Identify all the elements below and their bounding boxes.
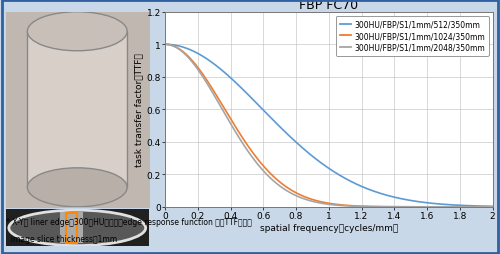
Ellipse shape <box>28 13 127 52</box>
300HU/FBP/S1/1mm/2048/350mm <box>306 199 312 202</box>
Line: 300HU/FBP/S1/1mm/512/350mm: 300HU/FBP/S1/1mm/512/350mm <box>165 45 492 207</box>
300HU/FBP/S1/1mm/1024/350mm <box>196 67 202 70</box>
300HU/FBP/S1/1mm/1024/350mm <box>306 197 312 200</box>
300HU/FBP/S1/1mm/1024/350mm <box>162 43 168 46</box>
300HU/FBP/S1/1mm/512/350mm <box>196 53 202 56</box>
Legend: 300HU/FBP/S1/1mm/512/350mm, 300HU/FBP/S1/1mm/1024/350mm, 300HU/FBP/S1/1mm/2048/3: 300HU/FBP/S1/1mm/512/350mm, 300HU/FBP/S1… <box>336 17 488 56</box>
Text: * X-Y： liner edge（300　HU）によるedge response function よわTTFを計測: * X-Y： liner edge（300 HU）によるedge respons… <box>6 217 252 226</box>
300HU/FBP/S1/1mm/2048/350mm <box>490 205 496 209</box>
300HU/FBP/S1/1mm/1024/350mm <box>418 205 424 209</box>
300HU/FBP/S1/1mm/2048/350mm <box>196 69 202 72</box>
300HU/FBP/S1/1mm/512/350mm <box>306 152 312 155</box>
X-axis label: spatial frequency（cycles/mm）: spatial frequency（cycles/mm） <box>260 223 398 232</box>
300HU/FBP/S1/1mm/512/350mm <box>490 205 496 208</box>
300HU/FBP/S1/1mm/512/350mm <box>162 43 168 46</box>
Text: image slice thickness：1mm: image slice thickness：1mm <box>6 234 117 243</box>
300HU/FBP/S1/1mm/1024/350mm <box>424 205 430 209</box>
Line: 300HU/FBP/S1/1mm/1024/350mm: 300HU/FBP/S1/1mm/1024/350mm <box>165 45 492 207</box>
300HU/FBP/S1/1mm/2048/350mm <box>294 195 300 198</box>
Line: 300HU/FBP/S1/1mm/2048/350mm: 300HU/FBP/S1/1mm/2048/350mm <box>165 45 492 207</box>
300HU/FBP/S1/1mm/2048/350mm <box>424 205 430 209</box>
300HU/FBP/S1/1mm/512/350mm <box>418 201 424 204</box>
300HU/FBP/S1/1mm/1024/350mm <box>490 205 496 209</box>
Circle shape <box>9 210 145 246</box>
Bar <box>28 32 127 187</box>
300HU/FBP/S1/1mm/2048/350mm <box>387 205 393 209</box>
Title: FBP FC70: FBP FC70 <box>299 0 358 11</box>
Y-axis label: task transfer factor（TTF）: task transfer factor（TTF） <box>134 53 143 167</box>
300HU/FBP/S1/1mm/2048/350mm <box>418 205 424 209</box>
300HU/FBP/S1/1mm/512/350mm <box>387 195 393 198</box>
300HU/FBP/S1/1mm/2048/350mm <box>162 43 168 46</box>
300HU/FBP/S1/1mm/512/350mm <box>294 142 300 145</box>
300HU/FBP/S1/1mm/512/350mm <box>424 201 430 204</box>
Bar <box>60 213 83 243</box>
300HU/FBP/S1/1mm/1024/350mm <box>294 192 300 195</box>
300HU/FBP/S1/1mm/1024/350mm <box>387 205 393 209</box>
Ellipse shape <box>28 168 127 207</box>
Bar <box>66 213 77 243</box>
